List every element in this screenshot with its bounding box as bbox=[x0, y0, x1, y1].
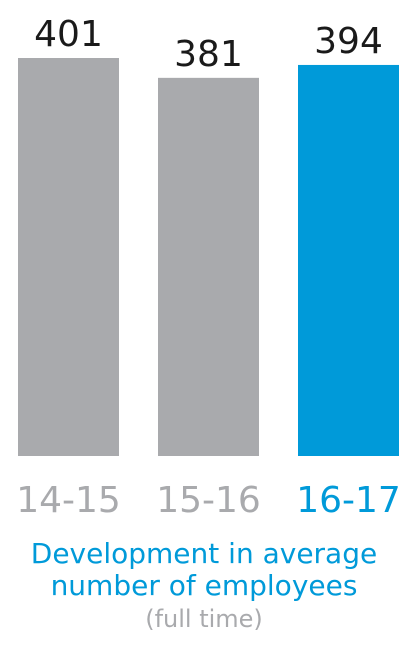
value-label-16-17: 394 bbox=[314, 21, 383, 62]
category-label-16-17: 16-17 bbox=[296, 480, 401, 521]
chart-caption: Development in average number of employe… bbox=[0, 537, 408, 603]
bar-chart: 401 14-15 381 15-16 394 16-17 bbox=[16, 14, 401, 521]
chart-caption-note: (full time) bbox=[145, 605, 263, 633]
value-label-14-15: 401 bbox=[34, 14, 103, 55]
category-label-14-15: 14-15 bbox=[16, 480, 121, 521]
category-label-15-16: 15-16 bbox=[156, 480, 261, 521]
bar-14-15 bbox=[18, 58, 119, 456]
caption-line-2: number of employees bbox=[50, 569, 358, 603]
bar-15-16 bbox=[158, 77, 259, 456]
bar-16-17 bbox=[298, 64, 399, 456]
value-label-15-16: 381 bbox=[174, 34, 243, 75]
caption-line-1: Development in average bbox=[30, 537, 378, 570]
